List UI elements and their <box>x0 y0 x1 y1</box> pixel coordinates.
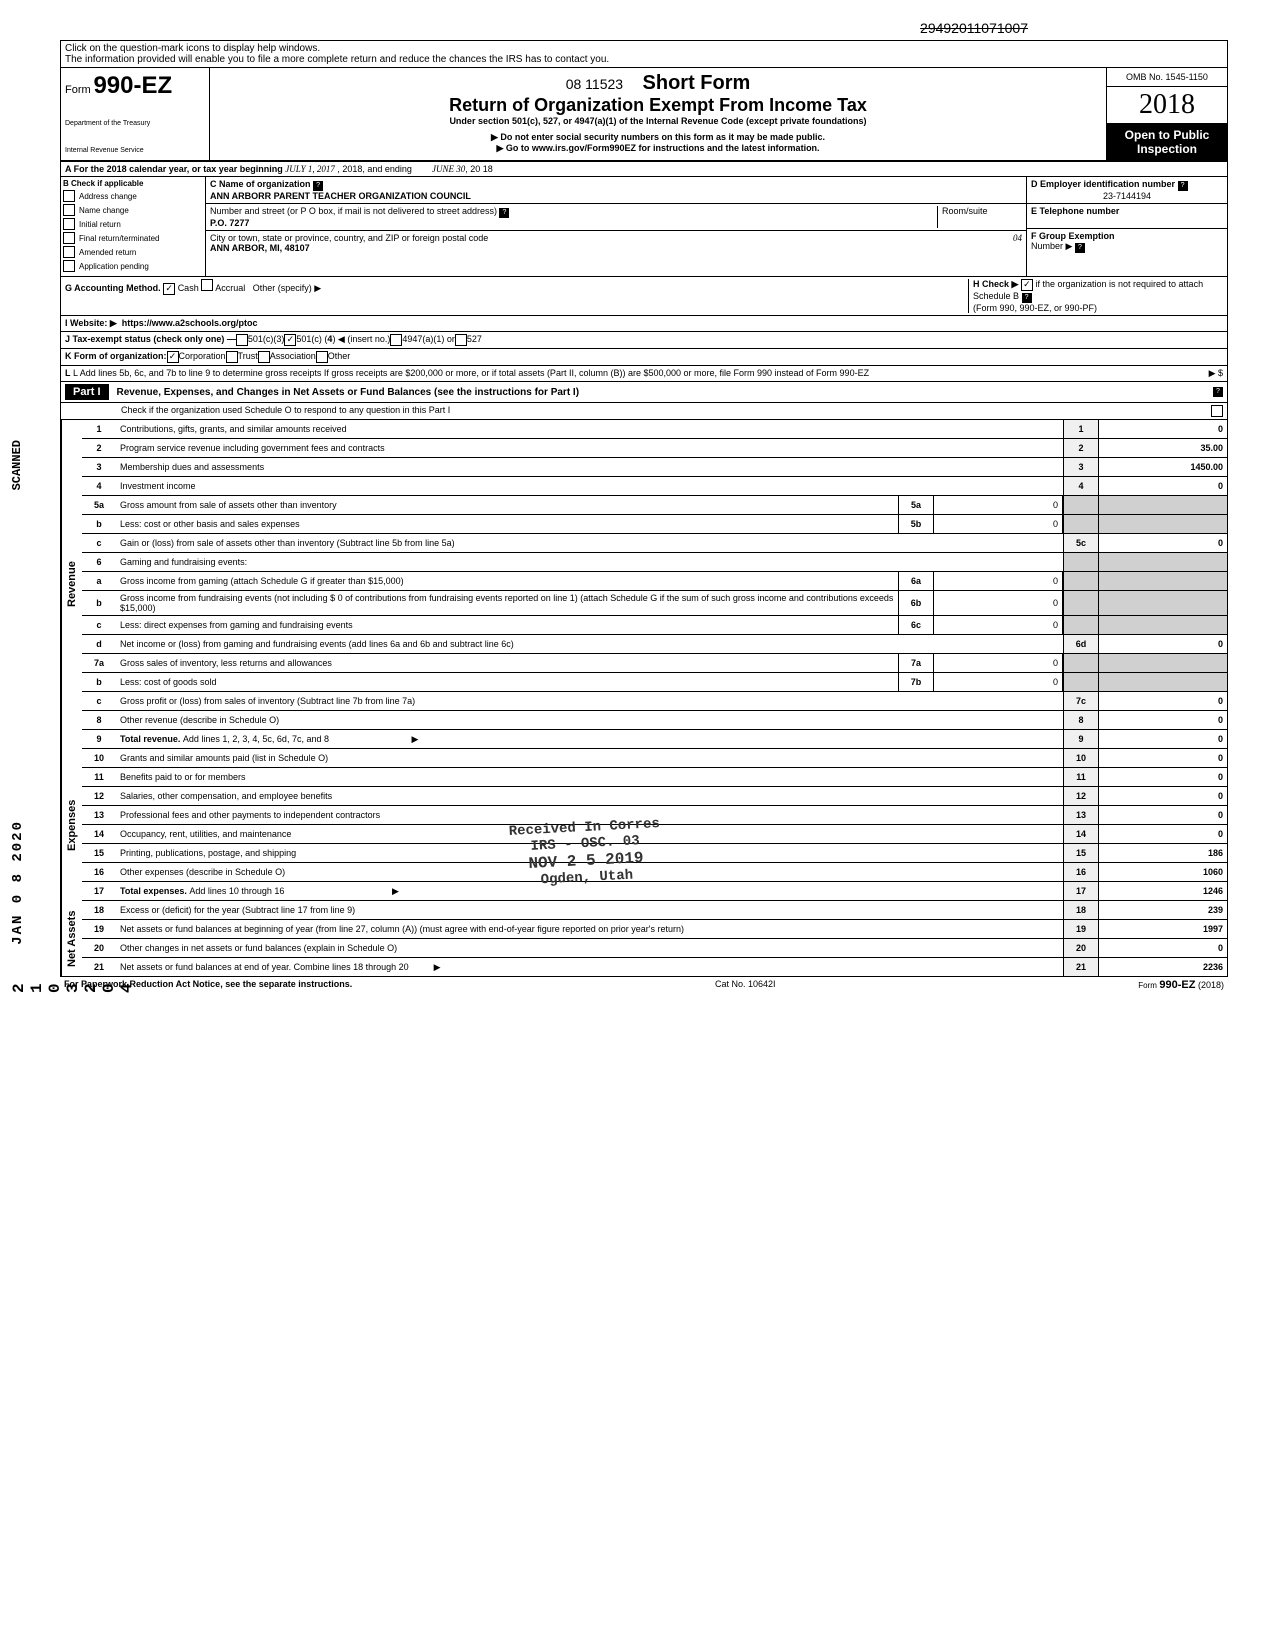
checkbox-527[interactable] <box>455 334 467 346</box>
help-icon[interactable]: ? <box>313 181 323 191</box>
revenue-label: Revenue <box>61 420 82 749</box>
help-icon[interactable]: ? <box>1178 181 1188 191</box>
line-3: 3 Membership dues and assessments 3 1450… <box>82 458 1227 477</box>
line-9: 9 Total revenue. Total revenue. Add line… <box>82 730 1227 749</box>
help-text: Click on the question-mark icons to disp… <box>61 41 1227 68</box>
line-21: 21 Net assets or fund balances at end of… <box>82 958 1227 976</box>
part-1-header: Part I Revenue, Expenses, and Changes in… <box>61 382 1227 403</box>
checkbox-corporation[interactable]: ✓ <box>167 351 179 363</box>
line-4: 4 Investment income 4 0 <box>82 477 1227 496</box>
line-5c: c Gain or (loss) from sale of assets oth… <box>82 534 1227 553</box>
form-header-left: Form 990-EZ Department of the Treasury I… <box>61 68 210 160</box>
checkbox-accrual[interactable] <box>201 279 213 291</box>
section-j-tax-status: J Tax-exempt status (check only one) — 5… <box>61 332 1227 349</box>
line-6a: a Gross income from gaming (attach Sched… <box>82 572 1227 591</box>
checkbox-address-change[interactable] <box>63 190 75 202</box>
line-7c: c Gross profit or (loss) from sales of i… <box>82 692 1227 711</box>
line-18: 18 Excess or (deficit) for the year (Sub… <box>82 901 1227 920</box>
checkbox-application-pending[interactable] <box>63 260 75 272</box>
line-8: 8 Other revenue (describe in Schedule O)… <box>82 711 1227 730</box>
section-c-org-info: C Name of organization ? ANN ARBORR PARE… <box>206 177 1027 276</box>
line-1: 1 Contributions, gifts, grants, and simi… <box>82 420 1227 439</box>
section-l: L L Add lines 5b, 6c, and 7b to line 9 t… <box>61 366 1227 382</box>
checkbox-schedule-o[interactable] <box>1211 405 1223 417</box>
checkbox-501c[interactable]: ✓ <box>284 334 296 346</box>
line-20: 20 Other changes in net assets or fund b… <box>82 939 1227 958</box>
line-2: 2 Program service revenue including gove… <box>82 439 1227 458</box>
side-stamp-num: 2 1 0 3 2 0 4 <box>10 960 136 993</box>
checkbox-amended-return[interactable] <box>63 246 75 258</box>
checkbox-4947[interactable] <box>390 334 402 346</box>
part-1-check: Check if the organization used Schedule … <box>61 403 1227 420</box>
help-icon[interactable]: ? <box>1075 243 1085 253</box>
checkbox-other[interactable] <box>316 351 328 363</box>
dln-struck: 29492011071007 <box>920 20 1028 36</box>
checkbox-association[interactable] <box>258 351 270 363</box>
section-g-accounting: G Accounting Method. ✓ Cash Accrual Othe… <box>65 279 968 313</box>
checkbox-name-change[interactable] <box>63 204 75 216</box>
line-11: 11 Benefits paid to or for members 11 0 <box>82 768 1227 787</box>
line-17: 17 Total expenses. Add lines 10 through … <box>82 882 1227 901</box>
checkbox-schedule-b[interactable]: ✓ <box>1021 279 1033 291</box>
checkbox-final-return[interactable] <box>63 232 75 244</box>
section-b-checkboxes: B Check if applicable Address change Nam… <box>61 177 206 276</box>
checkbox-initial-return[interactable] <box>63 218 75 230</box>
line-6c: c Less: direct expenses from gaming and … <box>82 616 1227 635</box>
line-5a: 5a Gross amount from sale of assets othe… <box>82 496 1227 515</box>
line-5b: b Less: cost or other basis and sales ex… <box>82 515 1227 534</box>
expenses-label: Expenses <box>61 749 82 901</box>
line-10: 10 Grants and similar amounts paid (list… <box>82 749 1227 768</box>
section-de: D Employer identification number ? 23-71… <box>1027 177 1227 276</box>
help-icon[interactable]: ? <box>1022 293 1032 303</box>
line-12: 12 Salaries, other compensation, and emp… <box>82 787 1227 806</box>
line-6: 6 Gaming and fundraising events: <box>82 553 1227 572</box>
section-h: H Check ▶ ✓ if the organization is not r… <box>968 279 1223 313</box>
line-7a: 7a Gross sales of inventory, less return… <box>82 654 1227 673</box>
checkbox-501c3[interactable] <box>236 334 248 346</box>
line-6d: d Net income or (loss) from gaming and f… <box>82 635 1227 654</box>
checkbox-trust[interactable] <box>226 351 238 363</box>
section-a-tax-year: A For the 2018 calendar year, or tax yea… <box>61 162 1227 177</box>
form-header-right: OMB No. 1545-1150 2018 Open to Public In… <box>1106 68 1227 160</box>
form-header-center: 08 11523 Short Form Return of Organizati… <box>210 68 1106 160</box>
section-i-website: I Website: ▶ https://www.a2schools.org/p… <box>61 316 1227 332</box>
line-19: 19 Net assets or fund balances at beginn… <box>82 920 1227 939</box>
stamp-received: Received In Corres IRS - OSC. 03 NOV 2 5… <box>508 816 662 890</box>
side-stamp-date: JAN 0 8 2020 <box>10 820 26 945</box>
section-k-form-org: K Form of organization: ✓ Corporation Tr… <box>61 349 1227 366</box>
side-stamp-scanned: SCANNED <box>10 440 24 490</box>
help-icon[interactable]: ? <box>499 208 509 218</box>
line-7b: b Less: cost of goods sold 7b 0 <box>82 673 1227 692</box>
line-6b: b Gross income from fundraising events (… <box>82 591 1227 616</box>
checkbox-cash[interactable]: ✓ <box>163 283 175 295</box>
footer: For Paperwork Reduction Act Notice, see … <box>60 977 1228 993</box>
help-icon[interactable]: ? <box>1213 387 1223 397</box>
